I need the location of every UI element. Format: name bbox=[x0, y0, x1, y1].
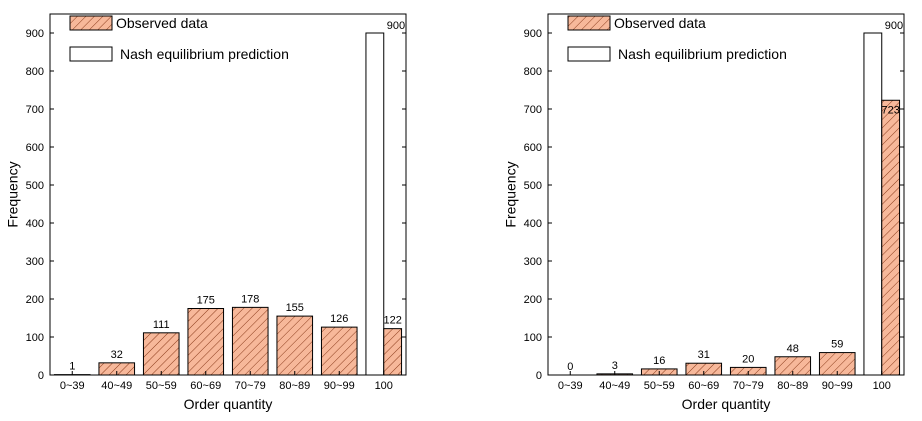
x-tick-label: 100 bbox=[375, 380, 393, 392]
y-tick-label: 700 bbox=[524, 104, 542, 116]
y-tick-label: 100 bbox=[524, 332, 542, 344]
legend-label-observed: Observed data bbox=[614, 15, 706, 31]
x-tick-label: 40~49 bbox=[101, 380, 132, 392]
legend-swatch-observed bbox=[568, 16, 610, 30]
legend-label-observed: Observed data bbox=[116, 15, 208, 31]
y-tick-label: 200 bbox=[26, 294, 44, 306]
legend: Observed data Nash equilibrium prediction bbox=[70, 15, 289, 62]
bar-value-label: 155 bbox=[286, 302, 304, 314]
bar-value-label: 32 bbox=[111, 349, 123, 361]
y-tick-label: 500 bbox=[524, 180, 542, 192]
y-tick-label: 500 bbox=[26, 180, 44, 192]
x-axis-title: Order quantity bbox=[682, 396, 771, 412]
x-axis-title: Order quantity bbox=[184, 396, 273, 412]
bar-value-label: 1 bbox=[69, 361, 75, 373]
y-tick-label: 600 bbox=[26, 142, 44, 154]
x-tick-label: 90~99 bbox=[324, 380, 355, 392]
x-tick-label: 70~79 bbox=[235, 380, 266, 392]
chart-panel-1: 0 100 200 300 400 500 600 700 800 900 1 0~39 32 40~49… bbox=[5, 14, 406, 412]
bar-value-label: 20 bbox=[742, 353, 754, 365]
y-tick-label: 200 bbox=[524, 294, 542, 306]
bar-value-label: 48 bbox=[787, 343, 799, 355]
legend: Observed data Nash equilibrium prediction bbox=[568, 15, 787, 62]
nash-value-label: 900 bbox=[885, 20, 903, 32]
y-tick-label: 600 bbox=[524, 142, 542, 154]
plot-frame bbox=[548, 14, 904, 375]
y-tick-label: 400 bbox=[524, 218, 542, 230]
y-axis-title: Frequency bbox=[5, 161, 21, 227]
nash-bar bbox=[366, 33, 384, 375]
bar-value-label: 16 bbox=[653, 355, 665, 367]
observed-bar bbox=[143, 333, 179, 375]
legend-label-nash: Nash equilibrium prediction bbox=[120, 46, 289, 62]
bar-value-label: 723 bbox=[881, 104, 899, 116]
chart-panel-2: 010020030040050060070080090000~39340~491… bbox=[503, 14, 904, 412]
bar-value-label: 111 bbox=[153, 319, 170, 331]
plot-frame bbox=[50, 14, 406, 375]
legend-label-nash: Nash equilibrium prediction bbox=[618, 46, 787, 62]
bar-value-label: 122 bbox=[383, 315, 401, 327]
bar-value-label: 3 bbox=[612, 360, 618, 372]
y-tick-label: 900 bbox=[26, 28, 44, 40]
y-tick-label: 800 bbox=[524, 66, 542, 78]
x-tick-label: 80~89 bbox=[777, 380, 808, 392]
x-tick-label: 50~59 bbox=[644, 380, 675, 392]
y-tick-label: 300 bbox=[524, 256, 542, 268]
y-tick-label: 100 bbox=[26, 332, 44, 344]
x-tick-label: 90~99 bbox=[822, 380, 853, 392]
y-tick-label: 0 bbox=[536, 370, 542, 382]
x-tick-label: 50~59 bbox=[146, 380, 177, 392]
x-tick-label: 100 bbox=[873, 380, 891, 392]
x-tick-label: 70~79 bbox=[733, 380, 764, 392]
y-tick-label: 900 bbox=[524, 28, 542, 40]
observed-bar bbox=[188, 309, 224, 376]
y-tick-label: 700 bbox=[26, 104, 44, 116]
observed-bar bbox=[384, 329, 402, 375]
x-tick-label: 40~49 bbox=[599, 380, 630, 392]
bar-value-label: 178 bbox=[241, 293, 259, 305]
legend-swatch-nash bbox=[568, 47, 610, 61]
nash-value-label: 900 bbox=[387, 20, 405, 32]
bar-value-label: 59 bbox=[831, 339, 843, 351]
bar-value-label: 126 bbox=[330, 313, 348, 325]
nash-bar bbox=[864, 33, 882, 375]
observed-bar bbox=[277, 316, 313, 375]
observed-bar bbox=[232, 307, 268, 375]
observed-bar bbox=[882, 100, 900, 375]
x-tick-label: 60~69 bbox=[688, 380, 719, 392]
legend-swatch-nash bbox=[70, 47, 112, 61]
y-tick-label: 400 bbox=[26, 218, 44, 230]
x-tick-label: 60~69 bbox=[190, 380, 221, 392]
y-tick-label: 800 bbox=[26, 66, 44, 78]
bar-value-label: 175 bbox=[197, 295, 215, 307]
x-tick-label: 0~39 bbox=[60, 380, 85, 392]
y-tick-label: 300 bbox=[26, 256, 44, 268]
x-tick-label: 0~39 bbox=[558, 380, 583, 392]
observed-bar bbox=[321, 327, 357, 375]
y-tick-label: 0 bbox=[38, 370, 44, 382]
bar-value-label: 31 bbox=[698, 349, 710, 361]
y-axis-title: Frequency bbox=[503, 161, 519, 227]
x-tick-label: 80~89 bbox=[279, 380, 310, 392]
legend-swatch-observed bbox=[70, 16, 112, 30]
